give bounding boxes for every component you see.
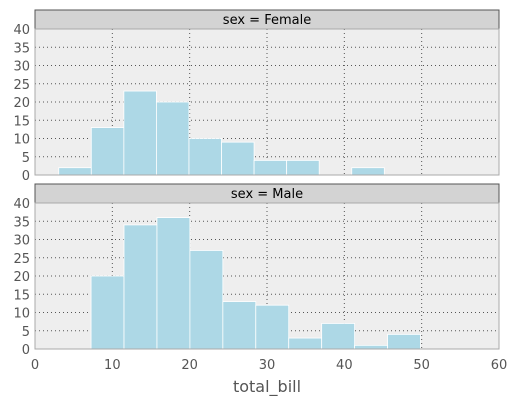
y-tick-label: 30 — [13, 60, 30, 75]
plot-frame — [34, 202, 500, 350]
y-tick-label: 25 — [13, 78, 30, 93]
facet-strip-label: sex = Male — [231, 187, 303, 202]
histogram-bar — [90, 127, 125, 176]
histogram-bar — [387, 333, 421, 350]
y-tick-label: 30 — [13, 234, 30, 249]
y-tick-label: 5 — [22, 151, 30, 166]
y-tick-label: 40 — [13, 197, 30, 212]
histogram-bar — [123, 90, 157, 176]
y-tick-label: 5 — [22, 325, 30, 340]
y-tick-label: 0 — [22, 343, 30, 358]
x-tick-label: 20 — [181, 358, 198, 373]
histogram-bar — [288, 337, 323, 350]
x-tick-label: 50 — [413, 358, 430, 373]
facet-strip-label: sex = Female — [223, 13, 311, 28]
plot-frame — [34, 28, 500, 176]
histogram-bar — [255, 304, 290, 350]
histogram-bar — [253, 159, 288, 176]
histogram-bar — [156, 217, 191, 350]
x-tick-label: 30 — [259, 358, 276, 373]
y-tick-label: 15 — [13, 288, 30, 303]
y-tick-label: 35 — [13, 215, 30, 230]
y-tick-label: 35 — [13, 41, 30, 56]
histogram-bar — [189, 250, 224, 350]
x-tick-label: 10 — [104, 358, 121, 373]
y-tick-label: 10 — [13, 133, 30, 148]
y-tick-label: 0 — [22, 169, 30, 184]
x-tick-label: 40 — [336, 358, 353, 373]
histogram-bar — [321, 323, 356, 350]
x-axis-title: total_bill — [233, 377, 301, 397]
histogram-bar — [123, 224, 158, 350]
x-tick-label: 60 — [491, 358, 508, 373]
y-tick-label: 15 — [13, 114, 30, 129]
y-tick-label: 40 — [13, 23, 30, 38]
facet-panel-2: sex = Male 0 5 10 15 20 25 30 35 40 — [13, 183, 500, 358]
y-tick-label: 25 — [13, 252, 30, 267]
histogram-bar — [188, 138, 222, 176]
histogram-bar — [286, 159, 320, 176]
facet-panel-1: sex = Female 0 5 10 15 20 25 30 35 40 — [13, 9, 500, 184]
histogram-bar — [156, 101, 190, 176]
y-tick-label: 10 — [13, 307, 30, 322]
y-tick-label: 20 — [13, 96, 30, 111]
histogram-bar — [90, 275, 125, 350]
histogram-bar — [354, 344, 388, 350]
panels: sex = Female 0 5 10 15 20 25 30 35 40 sex = Male 0 5… — [13, 9, 507, 373]
histogram-bar — [351, 167, 385, 176]
histogram-bar — [58, 167, 92, 176]
x-tick-label: 0 — [31, 358, 39, 373]
histogram-bar — [222, 301, 257, 350]
y-tick-label: 20 — [13, 270, 30, 285]
x-axis-ticks: 0 10 20 30 40 50 60 — [31, 358, 507, 373]
histogram-bar — [221, 141, 255, 176]
